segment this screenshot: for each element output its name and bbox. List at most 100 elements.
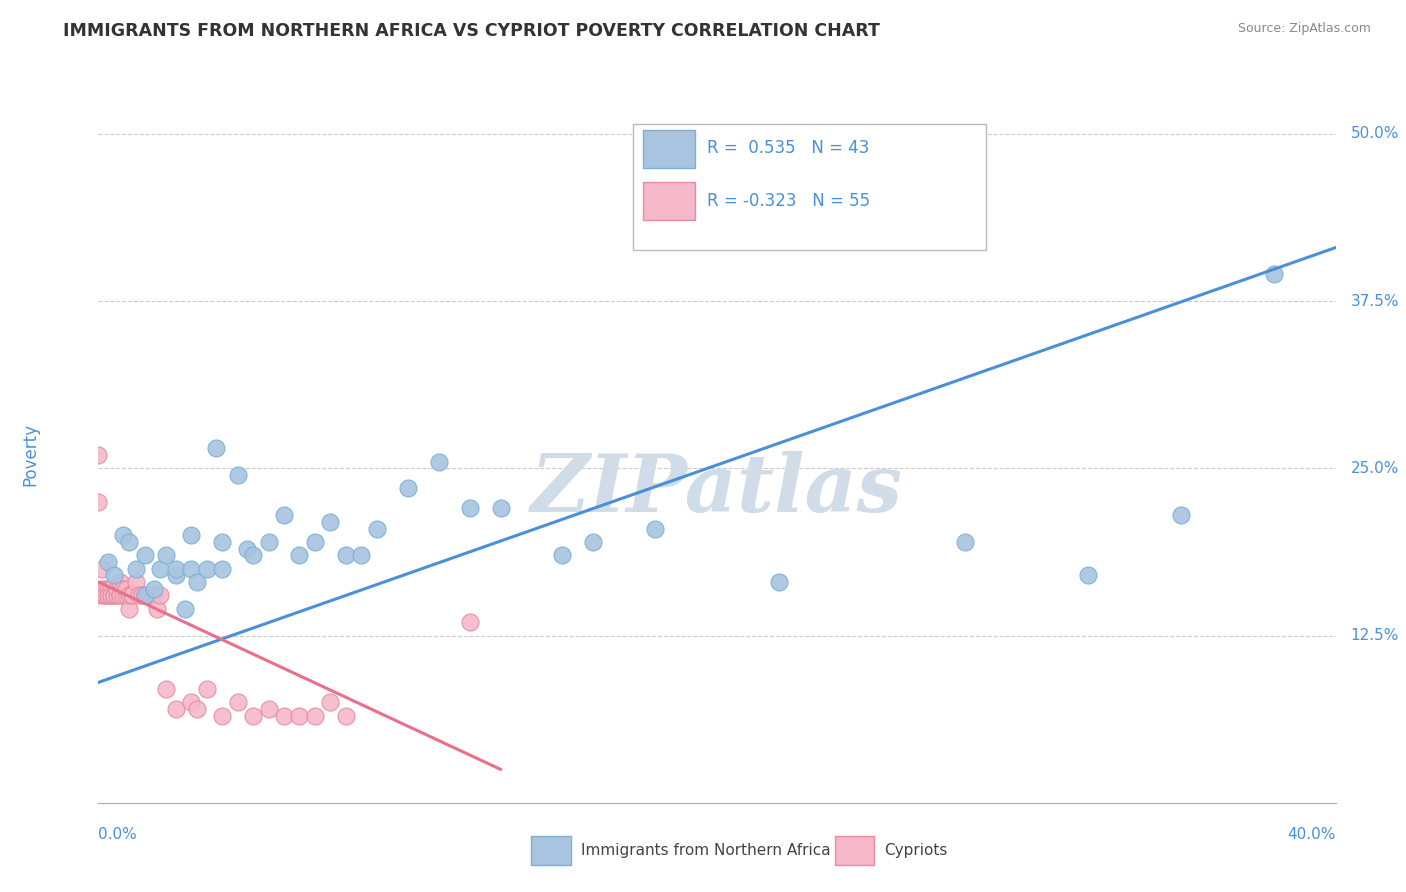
Point: [90, 582, 112, 596]
Point: [146, 602, 169, 616]
Point: [205, 442, 228, 456]
Point: [118, 602, 141, 616]
FancyBboxPatch shape: [835, 836, 875, 865]
Point: [121, 589, 143, 603]
Point: [90, 562, 112, 576]
Point: [115, 589, 138, 603]
Point: [180, 562, 202, 576]
Point: [1263, 268, 1285, 282]
Point: [108, 575, 131, 590]
Text: IMMIGRANTS FROM NORTHERN AFRICA VS CYPRIOT POVERTY CORRELATION CHART: IMMIGRANTS FROM NORTHERN AFRICA VS CYPRI…: [63, 22, 880, 40]
Point: [195, 562, 218, 576]
Point: [105, 589, 128, 603]
Point: [288, 708, 311, 723]
Text: R = -0.323   N = 55: R = -0.323 N = 55: [707, 192, 870, 210]
Text: 50.0%: 50.0%: [1351, 127, 1399, 141]
Point: [1170, 508, 1192, 523]
Point: [143, 589, 166, 603]
Point: [242, 708, 264, 723]
Point: [134, 589, 156, 603]
Point: [186, 575, 208, 590]
Point: [149, 562, 172, 576]
Point: [134, 589, 156, 603]
Point: [134, 548, 156, 563]
Text: R =  0.535   N = 43: R = 0.535 N = 43: [707, 139, 869, 157]
Point: [100, 589, 122, 603]
Point: [366, 521, 388, 535]
Point: [118, 535, 141, 549]
Point: [211, 562, 233, 576]
Point: [195, 681, 218, 696]
Point: [174, 602, 197, 616]
Point: [108, 589, 131, 603]
Text: 40.0%: 40.0%: [1288, 827, 1336, 842]
Point: [90, 589, 112, 603]
Point: [118, 589, 141, 603]
Point: [180, 696, 202, 710]
Point: [335, 708, 357, 723]
Point: [1077, 568, 1099, 582]
Point: [458, 501, 481, 516]
Text: Cypriots: Cypriots: [884, 843, 948, 858]
Point: [131, 589, 153, 603]
Text: Poverty: Poverty: [21, 424, 39, 486]
Point: [87, 494, 110, 508]
Point: [180, 528, 202, 542]
Point: [319, 696, 342, 710]
Point: [97, 582, 120, 596]
Point: [97, 589, 120, 603]
Point: [103, 589, 125, 603]
Text: Immigrants from Northern Africa: Immigrants from Northern Africa: [581, 843, 831, 858]
Point: [100, 589, 122, 603]
Point: [124, 562, 146, 576]
Point: [124, 575, 146, 590]
Point: [103, 589, 125, 603]
Point: [112, 582, 135, 596]
Point: [257, 702, 280, 716]
Point: [93, 589, 115, 603]
Point: [350, 548, 373, 563]
Point: [136, 589, 159, 603]
Point: [93, 582, 115, 596]
Point: [551, 548, 574, 563]
Point: [257, 535, 280, 549]
Point: [100, 582, 122, 596]
Point: [273, 708, 295, 723]
Text: 25.0%: 25.0%: [1351, 461, 1399, 475]
Point: [103, 589, 125, 603]
Point: [103, 568, 125, 582]
Point: [97, 555, 120, 569]
Point: [273, 508, 295, 523]
Point: [304, 708, 326, 723]
Point: [108, 589, 131, 603]
Point: [93, 589, 115, 603]
Point: [489, 501, 512, 516]
Point: [155, 548, 177, 563]
Point: [226, 696, 249, 710]
Text: Source: ZipAtlas.com: Source: ZipAtlas.com: [1237, 22, 1371, 36]
Point: [458, 615, 481, 630]
Point: [165, 568, 187, 582]
Point: [165, 702, 187, 716]
Point: [165, 562, 187, 576]
Point: [236, 541, 259, 556]
Point: [211, 708, 233, 723]
Point: [335, 548, 357, 563]
Point: [97, 589, 120, 603]
Point: [149, 589, 172, 603]
Point: [112, 528, 135, 542]
Point: [112, 589, 135, 603]
Point: [304, 535, 326, 549]
FancyBboxPatch shape: [643, 129, 695, 168]
FancyBboxPatch shape: [643, 182, 695, 220]
FancyBboxPatch shape: [531, 836, 571, 865]
Point: [186, 702, 208, 716]
Point: [226, 468, 249, 483]
Point: [87, 448, 110, 462]
Point: [155, 681, 177, 696]
Point: [211, 535, 233, 549]
Point: [582, 535, 605, 549]
Point: [396, 482, 419, 496]
Point: [319, 515, 342, 529]
Text: ZIPatlas: ZIPatlas: [531, 451, 903, 528]
